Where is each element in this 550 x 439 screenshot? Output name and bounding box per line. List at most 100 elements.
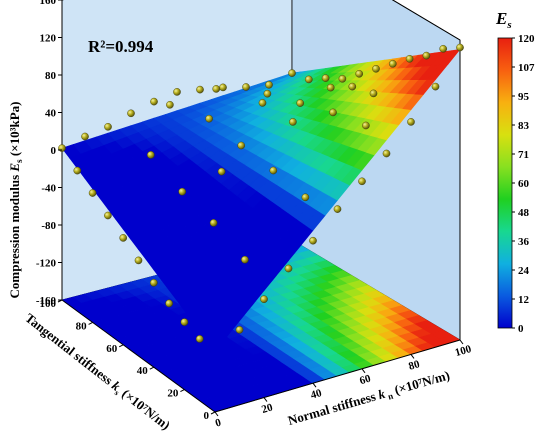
data-point: [134, 256, 143, 265]
x-tick: [312, 382, 317, 388]
data-point: [388, 60, 397, 68]
data-point: [127, 109, 135, 118]
z-tick-label: -40: [41, 183, 56, 195]
data-point: [205, 114, 213, 123]
data-point: [265, 81, 273, 89]
data-point: [180, 318, 189, 326]
colorbar: [497, 37, 513, 329]
data-point: [456, 43, 464, 52]
data-point: [288, 69, 296, 77]
data-point: [422, 51, 431, 60]
colorbar-tick-label: 36: [518, 236, 530, 248]
data-point: [173, 88, 181, 96]
data-point: [284, 264, 293, 273]
y-tick: [210, 411, 216, 415]
y-tick: [88, 321, 93, 325]
data-point: [178, 187, 186, 196]
colorbar-tick-label: 24: [518, 265, 530, 277]
data-point: [73, 166, 82, 175]
frame-edge: [61, 299, 216, 413]
data-point: [241, 255, 249, 264]
data-point: [369, 89, 378, 98]
colorbar-tick-label: 48: [518, 207, 530, 219]
data-point: [289, 118, 297, 126]
data-point: [104, 123, 112, 131]
y-tick-label: 20: [167, 388, 179, 400]
data-point: [149, 278, 158, 287]
z-axis-title: Compression modulus Es (×10³kPa): [7, 102, 24, 299]
data-point: [382, 149, 391, 158]
y-tick-label: 60: [106, 343, 118, 355]
data-point: [258, 99, 267, 107]
data-point: [269, 166, 278, 175]
x-tick-label: 80: [407, 358, 421, 373]
x-tick: [410, 354, 415, 359]
x-tick: [214, 411, 219, 417]
data-point: [219, 83, 227, 92]
x-tick: [263, 397, 268, 402]
frame-edge: [214, 339, 461, 413]
data-point: [431, 82, 440, 91]
data-point: [166, 101, 174, 109]
data-point: [237, 141, 245, 150]
data-point: [165, 299, 173, 308]
colorbar-tick-label: 95: [518, 91, 530, 103]
z-tick-label: 40: [45, 108, 57, 120]
z-tick-label: -120: [36, 258, 57, 270]
data-point: [260, 295, 268, 304]
data-point: [321, 74, 330, 82]
data-point: [146, 151, 155, 159]
x-tick-label: 0: [214, 416, 223, 429]
y-tick: [57, 299, 63, 303]
colorbar-tick-label: 107: [518, 62, 535, 74]
data-point: [296, 99, 305, 107]
y-tick-label: 80: [76, 320, 88, 332]
x-tick-label: 100: [454, 343, 474, 359]
data-point: [348, 82, 357, 91]
data-point: [407, 118, 415, 126]
y-tick-label: 100: [40, 298, 57, 310]
z-tick-label: -160: [36, 295, 57, 307]
data-point: [439, 45, 448, 53]
data-point: [212, 85, 220, 93]
x-tick: [459, 339, 464, 345]
x-tick-label: 40: [309, 387, 323, 402]
z-tick-label: 160: [40, 0, 57, 7]
y-tick: [149, 366, 155, 370]
data-point: [217, 167, 226, 176]
z-tick-label: 0: [51, 145, 57, 157]
surface-cell: [438, 48, 461, 66]
data-point: [235, 325, 244, 334]
data-point: [81, 132, 89, 141]
data-point: [355, 70, 364, 78]
data-point: [58, 144, 66, 152]
colorbar-tick-label: 0: [518, 323, 524, 335]
r2-annotation: R²=0.994: [88, 37, 154, 56]
data-point: [196, 85, 204, 94]
x-tick: [361, 368, 366, 374]
data-point: [119, 234, 127, 242]
data-point: [195, 335, 204, 343]
colorbar-tick-label: 83: [518, 120, 530, 132]
y-tick: [118, 344, 124, 348]
data-point: [326, 83, 335, 92]
frame-edge: [391, 0, 461, 41]
data-point: [88, 189, 97, 197]
colorbar-title: Es: [495, 9, 512, 31]
y-tick: [180, 389, 185, 393]
data-point: [362, 121, 370, 130]
y-tick-label: 40: [137, 365, 149, 377]
data-point: [405, 55, 414, 63]
colorbar-tick-label: 12: [518, 294, 530, 306]
data-point: [263, 89, 272, 98]
data-point: [329, 108, 337, 117]
data-point: [338, 75, 347, 83]
data-point: [242, 83, 250, 91]
data-point: [209, 219, 218, 227]
data-point: [304, 75, 313, 84]
data-point: [309, 236, 317, 245]
data-point: [333, 205, 342, 213]
data-point: [358, 177, 366, 186]
